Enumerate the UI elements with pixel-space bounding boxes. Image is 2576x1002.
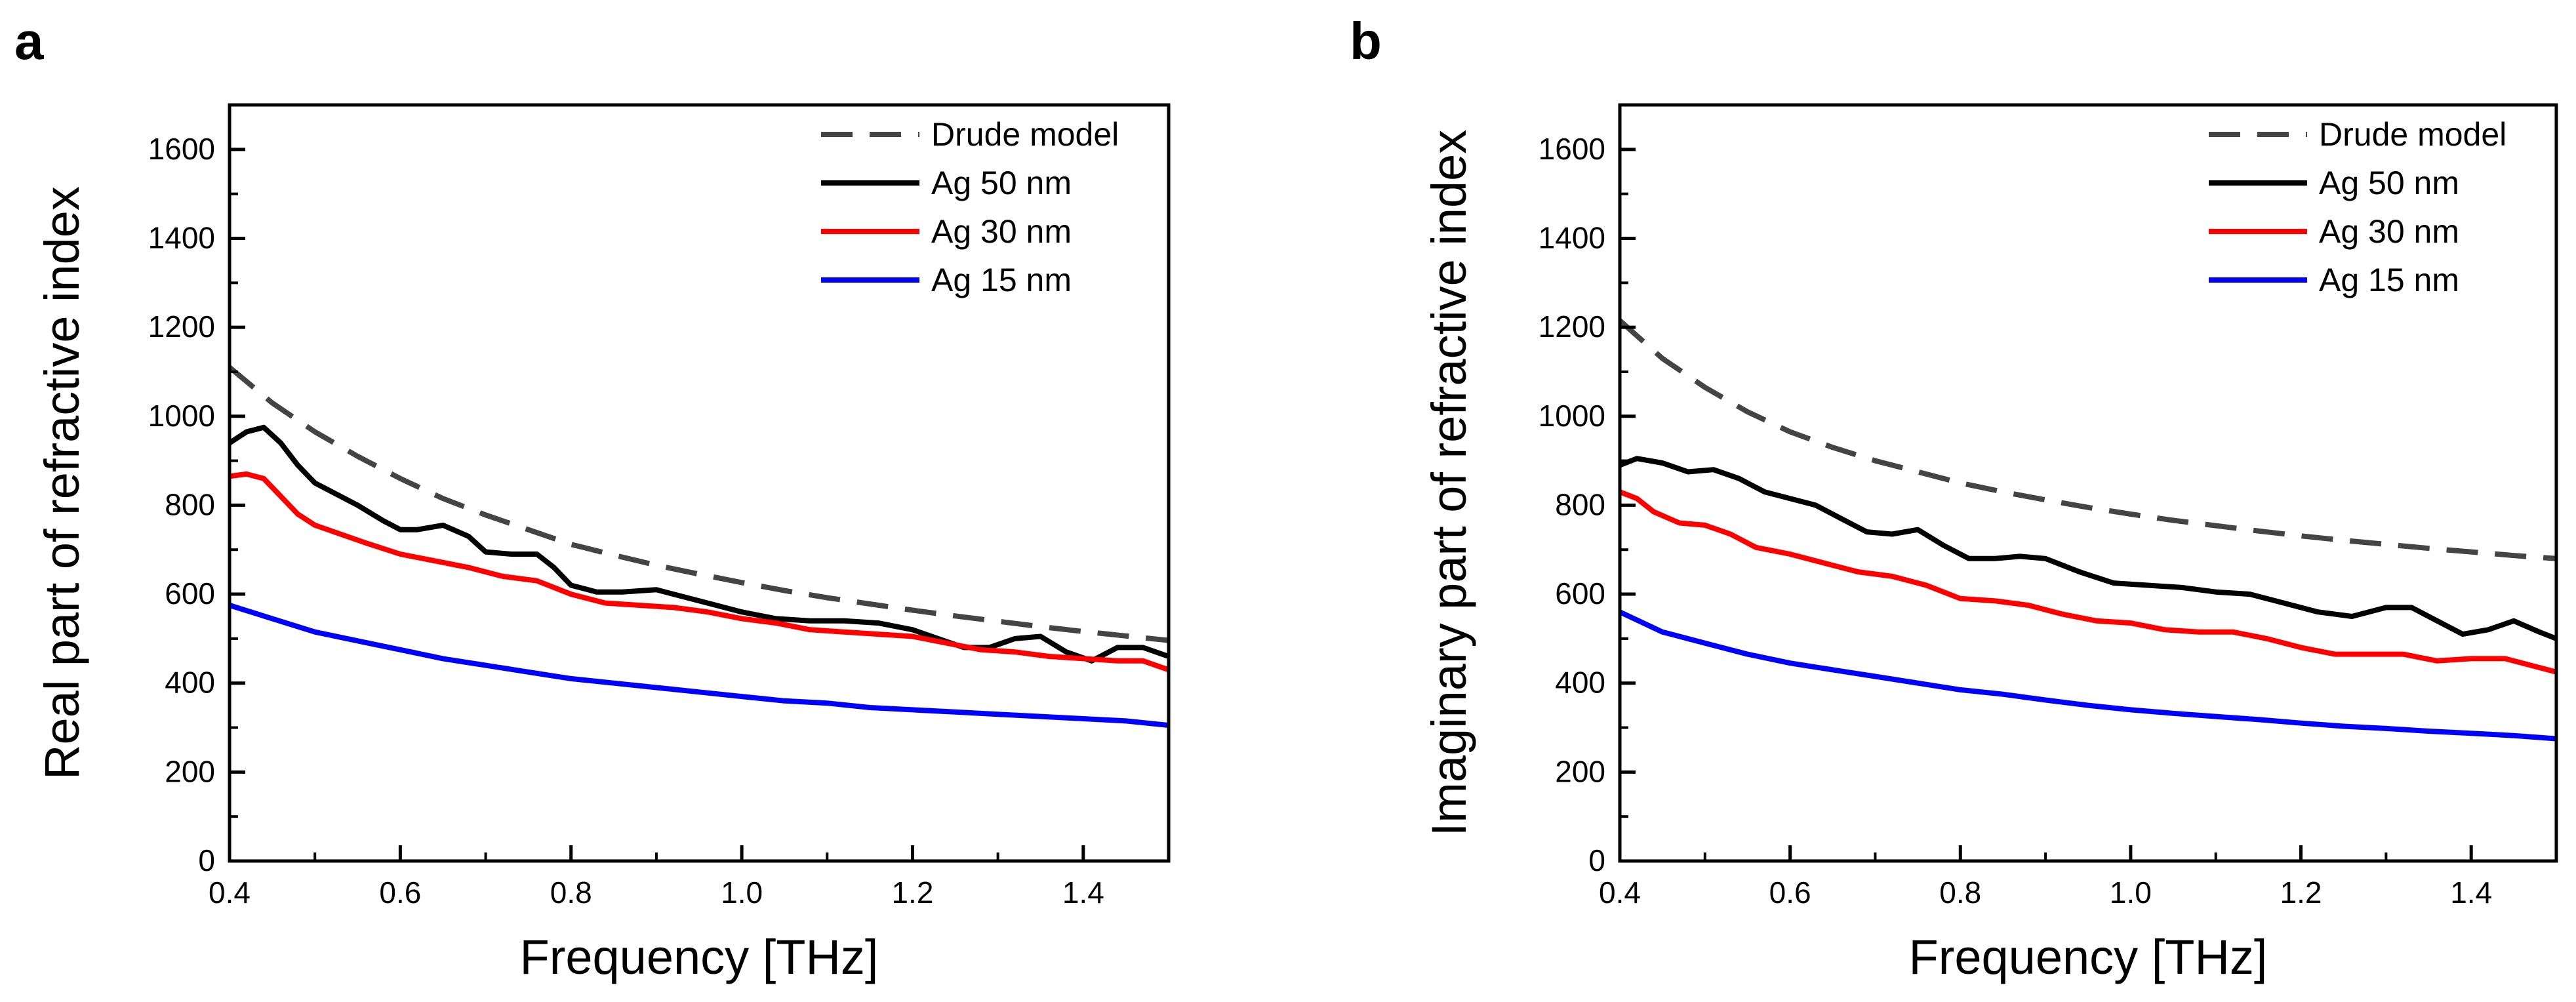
- panel-a-ytick-label: 1000: [148, 399, 215, 433]
- panel-a-axes-frame: [228, 103, 1171, 863]
- panel-b-xtick-label: 0.4: [1599, 875, 1641, 910]
- panel-b-label: b: [1350, 12, 1382, 70]
- panel-b-axes-frame: [1618, 103, 2558, 863]
- panel-b-xtick-label: 1.2: [2280, 875, 2322, 910]
- panel-a-ytick-label: 0: [198, 843, 215, 877]
- panel-b-legend: Drude model Ag 50 nm Ag 30 nm Ag 15 nm: [2209, 116, 2506, 298]
- panel-b-ylabel: Imaginary part of refractive index: [1422, 130, 1476, 837]
- panel-a-series-ag-30-nm: [230, 471, 1169, 673]
- panel-a-ytick-label: 400: [165, 666, 215, 700]
- panel-b-series-group: [1620, 318, 2556, 742]
- panel-b-legend-label: Ag 30 nm: [2319, 213, 2459, 250]
- panel-a-ytick-label: 200: [165, 754, 215, 788]
- panel-b-ytick-label: 200: [1555, 754, 1605, 788]
- panel-a-xtick-label: 0.8: [550, 875, 592, 910]
- panel-a-legend-label: Ag 50 nm: [931, 165, 1072, 201]
- panel-b-xtick-label: 0.6: [1769, 875, 1811, 910]
- panel-b-xtick-label: 1.0: [2110, 875, 2152, 910]
- panel-a-series-ag-50-nm: [230, 424, 1169, 664]
- panel-a-xtick-label: 1.0: [721, 875, 763, 910]
- panel-a-legend-label: Drude model: [931, 116, 1119, 153]
- panel-a-ytick-label: 1400: [148, 220, 215, 254]
- panel-b-xlabel: Frequency [THz]: [1909, 930, 2268, 984]
- panel-a-xtick-label: 0.6: [379, 875, 421, 910]
- panel-a-label: a: [14, 12, 44, 70]
- panel-a-xtick-label: 1.2: [891, 875, 933, 910]
- panel-b-series-drude-model: [1620, 318, 2556, 561]
- panel-b-chart: b 0 200 400 600 800 1000 1200 1400 1600 0.4 0.6 0.8 1…: [1350, 12, 2558, 984]
- panel-a-xtick-label: 1.4: [1062, 875, 1104, 910]
- panel-a-ytick-label: 600: [165, 576, 215, 611]
- panel-a-legend: Drude model Ag 50 nm Ag 30 nm Ag 15 nm: [821, 116, 1119, 298]
- panel-b-xtick-label: 0.8: [1939, 875, 1981, 910]
- panel-b-series-ag-50-nm: [1620, 456, 2556, 641]
- panel-b-legend-label: Ag 15 nm: [2319, 262, 2459, 298]
- panel-b-ytick-label: 400: [1555, 666, 1605, 700]
- panel-b-ytick-label: 1000: [1539, 399, 1605, 433]
- panel-a-ylabel: Real part of refractive index: [35, 186, 89, 780]
- panel-a-ytick-label: 800: [165, 487, 215, 521]
- panel-b-ytick-label: 1400: [1539, 220, 1605, 254]
- panel-b-legend-label: Ag 50 nm: [2319, 165, 2459, 201]
- panel-a-series-group: [230, 365, 1169, 729]
- panel-b-series-ag-15-nm: [1620, 609, 2556, 742]
- panel-a-ytick-label: 1200: [148, 310, 215, 344]
- panel-a-ytick-label: 1600: [148, 132, 215, 166]
- panel-a-chart: a 0 200 400 600 800 1000 1200 1400 1600 0.4 0.6 0.8 1…: [14, 12, 1171, 984]
- panel-b-ytick-label: 0: [1588, 843, 1605, 877]
- panel-a-legend-label: Ag 30 nm: [931, 213, 1072, 250]
- panel-a-series-drude-model: [230, 365, 1169, 643]
- panel-a-legend-label: Ag 15 nm: [931, 262, 1072, 298]
- panel-b-ytick-label: 1600: [1539, 132, 1605, 166]
- panel-a-xtick-label: 0.4: [209, 875, 251, 910]
- panel-b-ytick-label: 800: [1555, 487, 1605, 521]
- panel-b-series-ag-30-nm: [1620, 489, 2556, 675]
- panel-b-ytick-label: 1200: [1539, 310, 1605, 344]
- panel-a-xlabel: Frequency [THz]: [520, 930, 879, 984]
- panel-b-legend-label: Drude model: [2319, 116, 2506, 153]
- panel-b-ytick-label: 600: [1555, 576, 1605, 611]
- panel-b-xtick-label: 1.4: [2450, 875, 2492, 910]
- panel-a-series-ag-15-nm: [230, 603, 1169, 729]
